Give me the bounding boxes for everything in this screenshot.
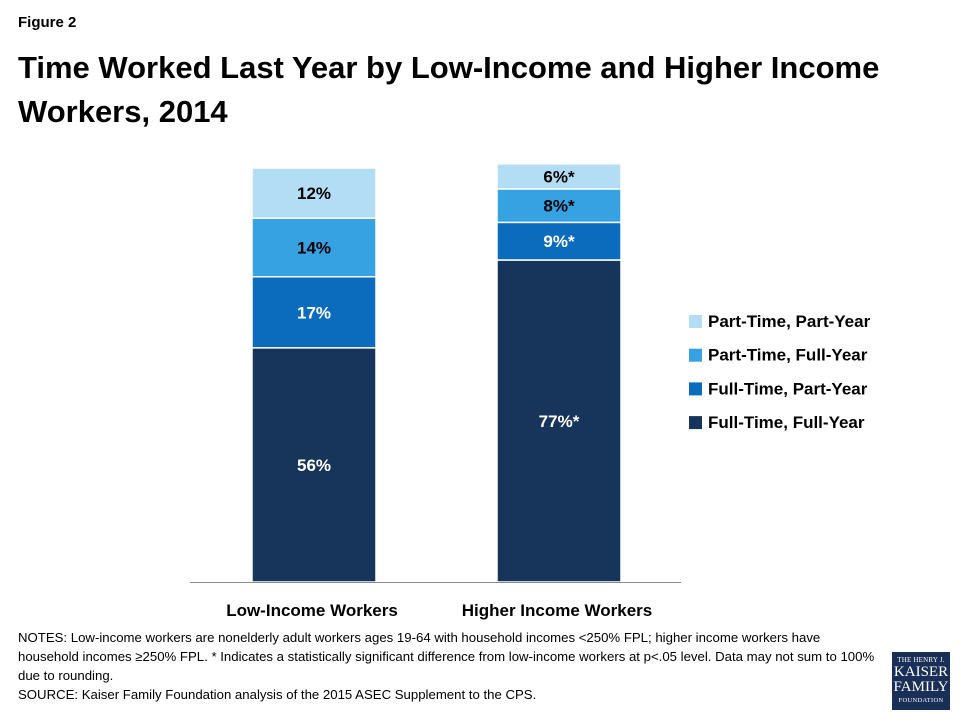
logo-line-1: THE HENRY J.: [897, 656, 945, 664]
bar-segment: [496, 221, 622, 261]
bar-segment: [251, 347, 377, 583]
kff-logo: THE HENRY J. KAISER FAMILY FOUNDATION: [892, 652, 950, 710]
legend-swatch: [689, 348, 702, 362]
data-label: 8%*: [543, 197, 575, 216]
legend-label: Full-Time, Full-Year: [708, 413, 865, 432]
bar-segment: [496, 163, 622, 190]
category-label: Low-Income Workers: [226, 601, 398, 620]
data-label: 17%: [297, 303, 331, 322]
data-label: 14%: [297, 238, 331, 257]
bar-segment: [251, 275, 377, 349]
stacked-bar-chart: 56% 17% 14% 12% Low-Income Workers 77%* 9%* 8%*…: [190, 163, 871, 620]
bar-segment: [251, 167, 377, 219]
data-label: 77%*: [539, 412, 580, 431]
legend-label: Part-Time, Part-Year: [708, 312, 871, 331]
data-label: 6%*: [543, 167, 575, 186]
legend-swatch: [689, 382, 702, 396]
bar-segment: [496, 188, 622, 224]
source-text: SOURCE: Kaiser Family Foundation analysi…: [18, 687, 537, 702]
data-label: 12%: [297, 184, 331, 203]
chart-title: Time Worked Last Year by Low-Income and …: [18, 50, 880, 129]
logo-line-3: FAMILY: [893, 679, 949, 695]
legend-label: Full-Time, Part-Year: [708, 379, 868, 398]
figure-label: Figure 2: [18, 14, 77, 31]
legend-label: Part-Time, Full-Year: [708, 346, 868, 365]
legend-swatch: [689, 416, 702, 430]
legend-swatch: [689, 315, 702, 328]
notes: NOTES: Low-income workers are nonelderly…: [18, 628, 880, 704]
data-label: 9%*: [543, 232, 575, 251]
category-label: Higher Income Workers: [462, 601, 653, 620]
data-label: 56%: [297, 456, 331, 475]
logo-line-4: FOUNDATION: [898, 697, 944, 704]
logo-line-2: KAISER: [893, 664, 949, 680]
notes-text: NOTES: Low-income workers are nonelderly…: [18, 630, 875, 683]
